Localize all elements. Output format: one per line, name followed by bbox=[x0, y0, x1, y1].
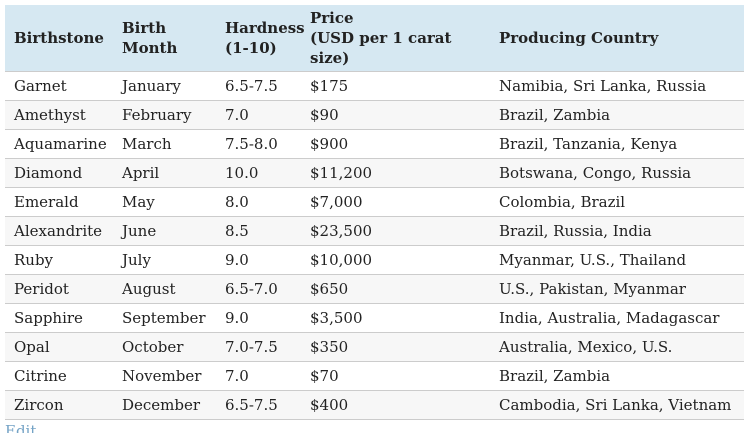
cell-producing-country: India, Australia, Madagascar bbox=[490, 303, 744, 333]
cell-price: $90 bbox=[301, 100, 490, 130]
cell-hardness: 8.0 bbox=[216, 187, 301, 217]
cell-birth-month: March bbox=[113, 129, 216, 159]
column-header-birth-month: Birth Month bbox=[113, 5, 216, 72]
cell-birthstone: Zircon bbox=[5, 390, 113, 420]
cell-price: $11,200 bbox=[301, 158, 490, 188]
cell-producing-country: Namibia, Sri Lanka, Russia bbox=[490, 71, 744, 101]
cell-producing-country: Botswana, Congo, Russia bbox=[490, 158, 744, 188]
cell-producing-country: Brazil, Zambia bbox=[490, 100, 744, 130]
cell-producing-country: Myanmar, U.S., Thailand bbox=[490, 245, 744, 275]
cell-birthstone: Citrine bbox=[5, 361, 113, 391]
table-row: Diamond April 10.0 $11,200 Botswana, Congo, … bbox=[5, 158, 744, 188]
cell-price: $350 bbox=[301, 332, 490, 362]
column-header-price: Price (USD per 1 carat size) bbox=[301, 5, 490, 72]
cell-price: $175 bbox=[301, 71, 490, 101]
cell-birthstone: Garnet bbox=[5, 71, 113, 101]
table-row: Peridot August 6.5-7.0 $650 U.S., Pakistan, … bbox=[5, 274, 744, 304]
cell-hardness: 7.0 bbox=[216, 361, 301, 391]
cell-producing-country: Brazil, Zambia bbox=[490, 361, 744, 391]
cell-price: $70 bbox=[301, 361, 490, 391]
cell-birth-month: February bbox=[113, 100, 216, 130]
table-row: Ruby July 9.0 $10,000 Myanmar, U.S., Thailan… bbox=[5, 245, 744, 275]
cell-birthstone: Peridot bbox=[5, 274, 113, 304]
column-header-label: Price bbox=[310, 9, 354, 27]
cell-hardness: 6.5-7.0 bbox=[216, 274, 301, 304]
cell-birthstone: Amethyst bbox=[5, 100, 113, 130]
cell-hardness: 8.5 bbox=[216, 216, 301, 246]
cell-hardness: 9.0 bbox=[216, 245, 301, 275]
cell-birthstone: Emerald bbox=[5, 187, 113, 217]
cell-birthstone: Aquamarine bbox=[5, 129, 113, 159]
cell-birthstone: Ruby bbox=[5, 245, 113, 275]
cell-producing-country: Cambodia, Sri Lanka, Vietnam bbox=[490, 390, 744, 420]
cell-hardness: 6.5-7.5 bbox=[216, 390, 301, 420]
column-header-birthstone: Birthstone bbox=[5, 5, 113, 72]
cell-price: $23,500 bbox=[301, 216, 490, 246]
birthstone-table: Birthstone Birth Month Hardness (1-10) Price… bbox=[5, 5, 744, 420]
table-row: Opal October 7.0-7.5 $350 Australia, Mexico,… bbox=[5, 332, 744, 362]
cell-birthstone: Diamond bbox=[5, 158, 113, 188]
table-row: Sapphire September 9.0 $3,500 India, Austral… bbox=[5, 303, 744, 333]
table-row: Emerald May 8.0 $7,000 Colombia, Brazil bbox=[5, 187, 744, 217]
column-header-label: Producing Country bbox=[499, 29, 659, 47]
cell-birth-month: November bbox=[113, 361, 216, 391]
table-body: Garnet January 6.5-7.5 $175 Namibia, Sri Lan… bbox=[5, 71, 744, 420]
cell-producing-country: Colombia, Brazil bbox=[490, 187, 744, 217]
cell-birth-month: June bbox=[113, 216, 216, 246]
column-header-producing-country: Producing Country bbox=[490, 5, 744, 72]
cell-birth-month: December bbox=[113, 390, 216, 420]
table-row: Amethyst February 7.0 $90 Brazil, Zambia bbox=[5, 100, 744, 130]
column-header-label: Birth Month bbox=[122, 19, 178, 57]
cell-birthstone: Sapphire bbox=[5, 303, 113, 333]
cell-producing-country: Australia, Mexico, U.S. bbox=[490, 332, 744, 362]
column-header-label: Hardness bbox=[225, 19, 305, 37]
cell-price: $900 bbox=[301, 129, 490, 159]
cell-producing-country: U.S., Pakistan, Myanmar bbox=[490, 274, 744, 304]
birthstone-table-container: Birthstone Birth Month Hardness (1-10) Price… bbox=[5, 5, 744, 420]
column-header-subline: (USD per 1 carat size) bbox=[310, 29, 452, 67]
cell-producing-country: Brazil, Tanzania, Kenya bbox=[490, 129, 744, 159]
cell-birth-month: September bbox=[113, 303, 216, 333]
cell-hardness: 7.0 bbox=[216, 100, 301, 130]
cell-birth-month: August bbox=[113, 274, 216, 304]
cell-birthstone: Opal bbox=[5, 332, 113, 362]
cell-hardness: 7.0-7.5 bbox=[216, 332, 301, 362]
cell-hardness: 7.5-8.0 bbox=[216, 129, 301, 159]
cell-producing-country: Brazil, Russia, India bbox=[490, 216, 744, 246]
table-row: Aquamarine March 7.5-8.0 $900 Brazil, Tanzan… bbox=[5, 129, 744, 159]
cell-hardness: 9.0 bbox=[216, 303, 301, 333]
cell-price: $3,500 bbox=[301, 303, 490, 333]
table-row: Citrine November 7.0 $70 Brazil, Zambia bbox=[5, 361, 744, 391]
cell-birthstone: Alexandrite bbox=[5, 216, 113, 246]
table-header-row: Birthstone Birth Month Hardness (1-10) Price… bbox=[5, 5, 744, 72]
cell-hardness: 6.5-7.5 bbox=[216, 71, 301, 101]
cell-birth-month: July bbox=[113, 245, 216, 275]
edit-link[interactable]: Edit bbox=[5, 422, 37, 433]
cell-birth-month: May bbox=[113, 187, 216, 217]
table-row: Alexandrite June 8.5 $23,500 Brazil, Russia,… bbox=[5, 216, 744, 246]
cell-birth-month: January bbox=[113, 71, 216, 101]
table-header: Birthstone Birth Month Hardness (1-10) Price… bbox=[5, 5, 744, 72]
column-header-label: Birthstone bbox=[14, 29, 104, 47]
cell-price: $7,000 bbox=[301, 187, 490, 217]
column-header-hardness: Hardness (1-10) bbox=[216, 5, 305, 72]
table-row: Garnet January 6.5-7.5 $175 Namibia, Sri Lan… bbox=[5, 71, 744, 101]
column-header-subline: (1-10) bbox=[225, 39, 277, 57]
cell-hardness: 10.0 bbox=[216, 158, 301, 188]
table-row: Zircon December 6.5-7.5 $400 Cambodia, Sri L… bbox=[5, 390, 744, 420]
cell-price: $10,000 bbox=[301, 245, 490, 275]
cell-price: $400 bbox=[301, 390, 490, 420]
cell-birth-month: October bbox=[113, 332, 216, 362]
cell-birth-month: April bbox=[113, 158, 216, 188]
cell-price: $650 bbox=[301, 274, 490, 304]
